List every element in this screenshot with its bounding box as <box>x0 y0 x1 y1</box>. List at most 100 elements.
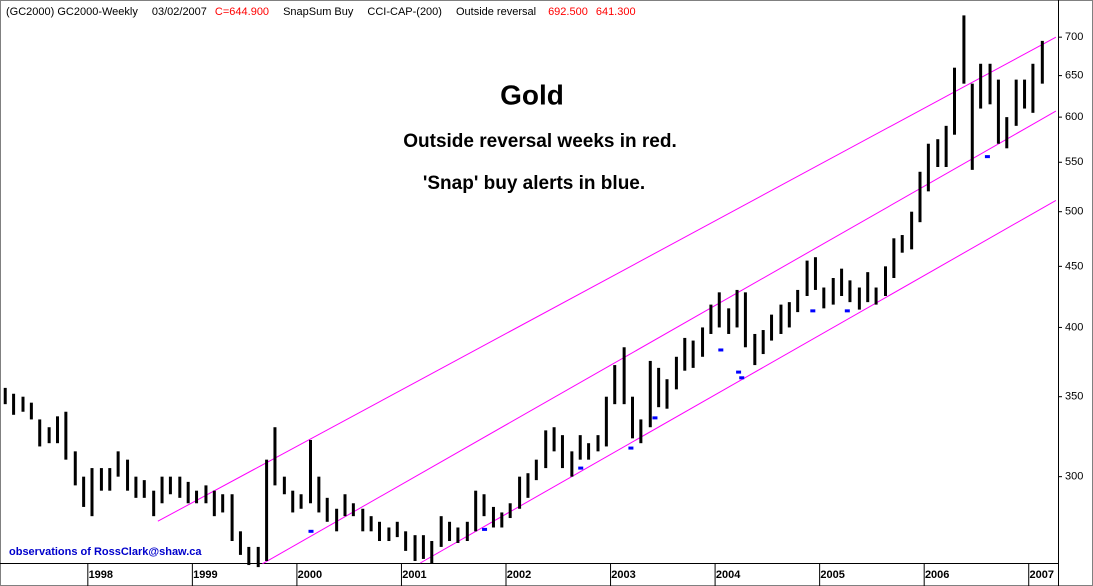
price-bar <box>439 516 443 547</box>
price-bar <box>796 289 800 313</box>
price-bar <box>970 83 974 170</box>
price-bar <box>884 266 887 296</box>
price-bar <box>335 508 339 532</box>
snap-alert <box>810 309 816 313</box>
x-tick-label: 2007 <box>1029 569 1053 581</box>
price-bar <box>116 451 120 477</box>
price-bar <box>560 435 564 469</box>
x-tick-label: 2005 <box>820 569 844 581</box>
price-bar <box>604 396 608 447</box>
price-bar <box>99 468 103 491</box>
y-tick-label: 450 <box>1065 260 1083 272</box>
price-bar <box>282 476 286 495</box>
price-bar <box>500 512 504 528</box>
price-bar <box>482 494 486 517</box>
header-item: 03/02/2007 <box>152 6 207 18</box>
channel-line <box>262 110 1057 565</box>
price-bar <box>683 337 687 371</box>
price-bar <box>291 490 295 513</box>
price-bar <box>1031 63 1035 113</box>
header: (GC2000) GC2000-Weekly 03/02/2007 C=644.90… <box>6 6 636 18</box>
price-bar <box>204 485 208 504</box>
price-bar <box>82 476 86 507</box>
price-bar <box>936 139 940 167</box>
price-bar <box>64 411 68 460</box>
price-bar <box>944 125 948 167</box>
price-bar <box>770 314 774 341</box>
price-bar <box>857 287 861 310</box>
snap-alert <box>482 527 488 531</box>
y-tick-label: 600 <box>1065 111 1083 123</box>
price-bar <box>648 360 652 428</box>
price-bar <box>639 419 643 444</box>
price-bar <box>691 340 695 368</box>
header-item: C=644.900 <box>215 6 269 18</box>
subtitle: 'Snap' buy alerts in blue. <box>423 173 645 194</box>
price-bar <box>299 494 303 509</box>
price-bar <box>378 521 381 542</box>
x-tick-label: 1998 <box>89 569 113 581</box>
y-tick-label: 300 <box>1065 471 1083 483</box>
price-bar <box>387 527 391 542</box>
price-bar <box>142 480 146 498</box>
price-bar <box>12 393 16 415</box>
header-item: 692.500 <box>548 6 588 18</box>
price-bar <box>273 427 277 486</box>
chart-title: Gold <box>500 79 564 110</box>
price-bar <box>631 396 634 439</box>
y-tick-label: 400 <box>1065 321 1083 333</box>
price-bar <box>552 427 556 452</box>
price-bar <box>953 67 956 135</box>
price-bar <box>195 490 199 504</box>
price-bar <box>90 468 94 517</box>
x-tick-label: 2000 <box>298 569 322 581</box>
price-bar <box>874 287 878 305</box>
price-bar <box>108 468 112 491</box>
price-bar <box>743 292 747 348</box>
price-bar <box>926 143 930 192</box>
price-bar <box>918 171 922 223</box>
price-bar <box>1040 40 1044 84</box>
snap-alert <box>652 416 658 420</box>
price-bar <box>3 387 7 405</box>
price-bar <box>613 365 617 405</box>
price-bar <box>962 15 966 84</box>
price-bar <box>325 497 329 522</box>
price-bar <box>866 272 870 303</box>
price-bar <box>534 459 538 481</box>
price-bar <box>787 302 791 328</box>
price-bar <box>701 327 705 357</box>
price-bar <box>56 416 59 444</box>
price-bar <box>570 451 574 477</box>
price-bar <box>421 535 425 559</box>
price-bar <box>474 490 478 532</box>
price-bar <box>761 330 765 355</box>
price-bar <box>73 451 77 486</box>
y-tick-label: 550 <box>1065 156 1083 168</box>
price-bar <box>256 546 260 568</box>
price-bar <box>596 435 600 452</box>
price-bar <box>317 476 321 513</box>
price-bar <box>1023 79 1027 109</box>
price-bar <box>351 503 355 517</box>
price-bar <box>518 476 522 509</box>
y-tick-label: 650 <box>1065 70 1083 82</box>
header-item: 641.300 <box>596 6 636 18</box>
price-bar <box>238 531 242 555</box>
price-bar <box>709 304 713 334</box>
price-bar <box>221 494 225 513</box>
x-tick-label: 2002 <box>507 569 531 581</box>
x-tick-label: 2001 <box>402 569 426 581</box>
price-bar <box>753 333 757 366</box>
price-bar <box>674 356 678 390</box>
price-bar <box>361 508 365 532</box>
x-tick-label: 1999 <box>193 569 217 581</box>
price-bar <box>526 473 530 498</box>
x-tick-label: 2003 <box>611 569 635 581</box>
price-bar <box>544 430 548 469</box>
price-bar <box>727 308 731 334</box>
price-bar <box>456 527 460 543</box>
header-item: (GC2000) GC2000-Weekly <box>6 6 138 18</box>
header-item: CCI-CAP-(200) <box>367 6 442 18</box>
